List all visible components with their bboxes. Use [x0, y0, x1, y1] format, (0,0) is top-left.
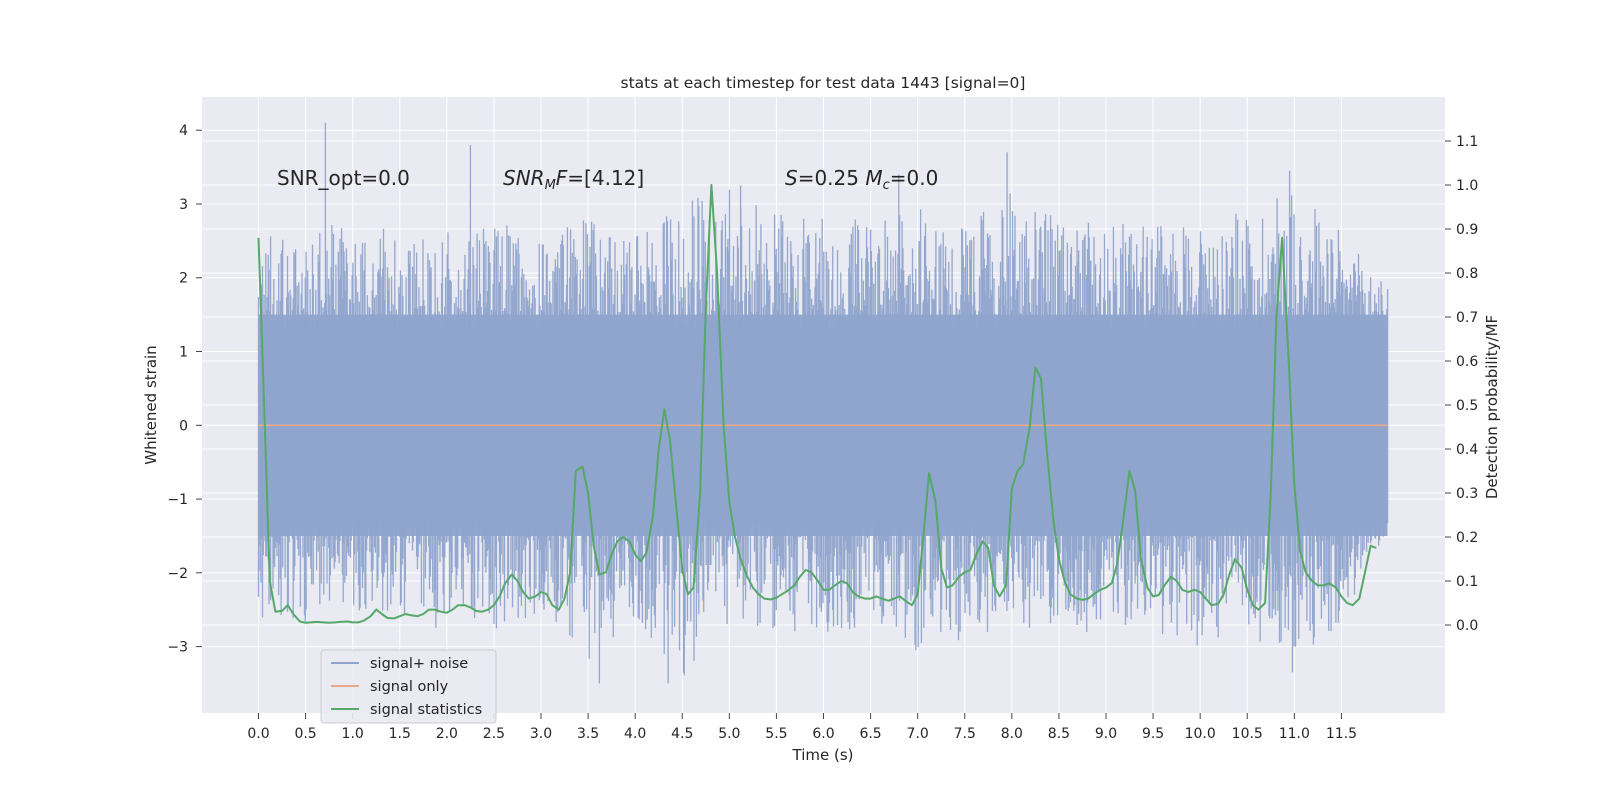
- x-tick-label: 5.5: [765, 726, 787, 742]
- x-tick-label: 0.5: [294, 726, 316, 742]
- x-tick-label: 7.0: [907, 726, 929, 742]
- x-tick-label: 6.5: [859, 726, 881, 742]
- y-right-tick-label: 0.1: [1456, 574, 1478, 590]
- y-left-tick-label: −3: [167, 640, 188, 656]
- signal-statistics-series: [257, 184, 1377, 624]
- y-left-tick-label: −2: [167, 566, 188, 582]
- x-tick-label: 11.5: [1326, 726, 1357, 742]
- x-tick-label: 4.0: [624, 726, 646, 742]
- x-tick-label: 3.0: [530, 726, 552, 742]
- y-right-tick-label: 0.3: [1456, 486, 1478, 502]
- annotation-snr-mf: SNRMF=[4.12]: [503, 166, 644, 193]
- legend-box: [320, 649, 497, 724]
- x-tick-label: 11.0: [1279, 726, 1310, 742]
- y-right-tick-label: 0.4: [1456, 442, 1478, 458]
- x-tick-label: 8.5: [1048, 726, 1070, 742]
- legend-label-signal-statistics: signal statistics: [370, 702, 482, 718]
- x-tick-label: 6.0: [812, 726, 834, 742]
- y-axis-left-label: Whitened strain: [142, 345, 160, 464]
- y-left-tick-label: −1: [167, 492, 188, 508]
- y-right-tick-label: 0.2: [1456, 530, 1478, 546]
- x-tick-label: 8.0: [1001, 726, 1023, 742]
- legend-label-signal-only: signal only: [370, 679, 449, 695]
- legend-label-signal-noise: signal+ noise: [370, 656, 468, 672]
- annotation-s-mc: S=0.25 Mc=0.0: [785, 166, 938, 193]
- y-right-tick-label: 0.5: [1456, 398, 1478, 414]
- x-tick-label: 10.5: [1232, 726, 1263, 742]
- x-tick-label: 3.5: [577, 726, 599, 742]
- annotations: SNR_opt=0.0 SNRMF=[4.12] S=0.25 Mc=0.0: [277, 166, 938, 193]
- y-left-tick-label: 0: [179, 418, 188, 434]
- axis-ticks: 0.0 0.5 1.0 1.5 2.0 2.5 3.0 3.5 4.0 4.5 5.0 5.5 6.0 6…: [167, 123, 1478, 742]
- signal-statistics-line: [257, 184, 1377, 624]
- y-right-tick-label: 0.8: [1456, 266, 1478, 282]
- x-tick-label: 9.0: [1095, 726, 1117, 742]
- x-tick-label: 2.0: [436, 726, 458, 742]
- x-tick-label: 1.5: [389, 726, 411, 742]
- y-right-tick-label: 0.7: [1456, 310, 1478, 326]
- x-tick-label: 2.5: [483, 726, 505, 742]
- x-axis-label: Time (s): [792, 746, 854, 764]
- y-right-tick-label: 0.9: [1456, 222, 1478, 238]
- y-right-tick-label: 1.1: [1456, 134, 1478, 150]
- y-left-tick-label: 1: [179, 345, 188, 361]
- legend: signal+ noise signal only signal statist…: [320, 649, 497, 724]
- x-tick-label: 10.0: [1185, 726, 1216, 742]
- x-tick-label: 5.0: [718, 726, 740, 742]
- x-tick-label: 0.0: [247, 726, 269, 742]
- x-tick-label: 9.5: [1142, 726, 1164, 742]
- x-tick-label: 4.5: [671, 726, 693, 742]
- y-right-tick-label: 0.6: [1456, 354, 1478, 370]
- y-axis-right-label: Detection probability/MF: [1483, 315, 1501, 499]
- annotation-snr-opt: SNR_opt=0.0: [277, 166, 410, 190]
- signal-noise-line: [257, 122, 1389, 684]
- chart-title: stats at each timestep for test data 144…: [621, 74, 1026, 92]
- y-left-tick-label: 4: [179, 123, 188, 139]
- x-tick-label: 7.5: [954, 726, 976, 742]
- y-left-tick-label: 2: [179, 271, 188, 287]
- x-tick-label: 1.0: [342, 726, 364, 742]
- y-right-tick-label: 1.0: [1456, 178, 1478, 194]
- y-left-tick-label: 3: [179, 197, 188, 213]
- y-right-tick-label: 0.0: [1456, 618, 1478, 634]
